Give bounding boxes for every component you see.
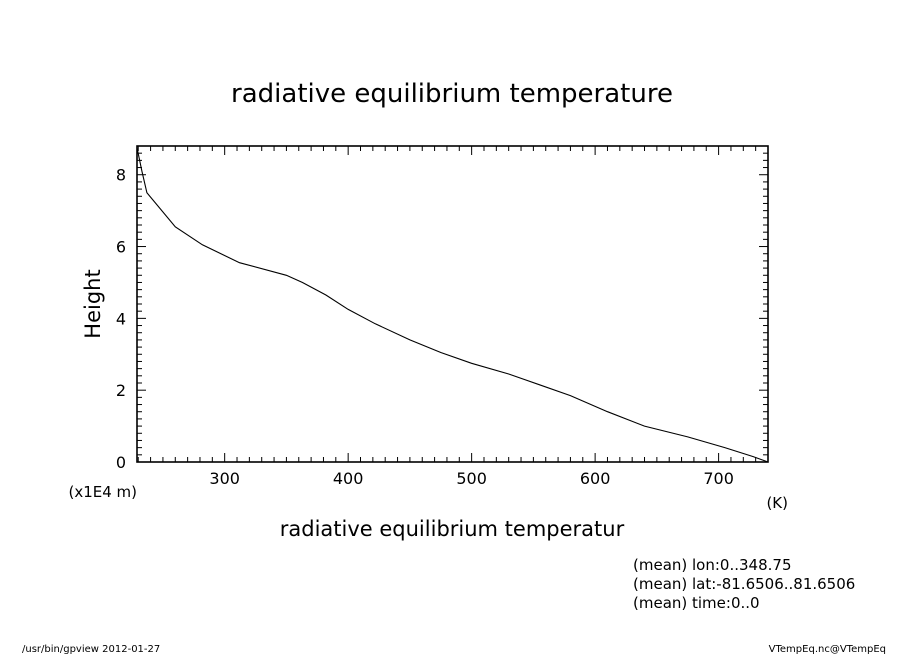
y-tick-label: 4	[116, 309, 126, 328]
annotation-lat: (mean) lat:-81.6506..81.6506	[633, 575, 855, 593]
series-line-temperature-profile	[136, 147, 769, 463]
y-axis-unit: (x1E4 m)	[68, 483, 137, 501]
chart-title: radiative equilibrium temperature	[231, 79, 673, 109]
minor-ticks	[137, 145, 769, 462]
plot-border	[136, 145, 769, 463]
x-tick-label: 600	[580, 469, 611, 488]
major-ticks	[137, 146, 768, 463]
footer-left: /usr/bin/gpview 2012-01-27	[22, 644, 160, 654]
x-tick-label: 400	[333, 469, 364, 488]
annotation-time: (mean) time:0..0	[633, 594, 760, 612]
y-tick-label: 8	[116, 166, 126, 185]
x-axis-label: radiative equilibrium temperatur	[280, 517, 625, 541]
x-tick-label: 500	[456, 469, 487, 488]
y-tick-label: 0	[116, 453, 126, 472]
y-tick-label: 6	[116, 238, 126, 257]
y-tick-labels: 0 2 4 6 8	[116, 166, 126, 472]
x-tick-label: 700	[703, 469, 734, 488]
y-tick-label: 2	[116, 381, 126, 400]
x-tick-labels: 300 400 500 600 700	[209, 469, 733, 488]
y-axis-label: Height	[81, 269, 105, 338]
annotation-lon: (mean) lon:0..348.75	[633, 556, 791, 574]
x-tick-label: 300	[209, 469, 240, 488]
plot-frame	[136, 145, 769, 463]
x-axis-unit: (K)	[766, 494, 788, 512]
footer-right: VTempEq.nc@VTempEq	[769, 644, 886, 654]
